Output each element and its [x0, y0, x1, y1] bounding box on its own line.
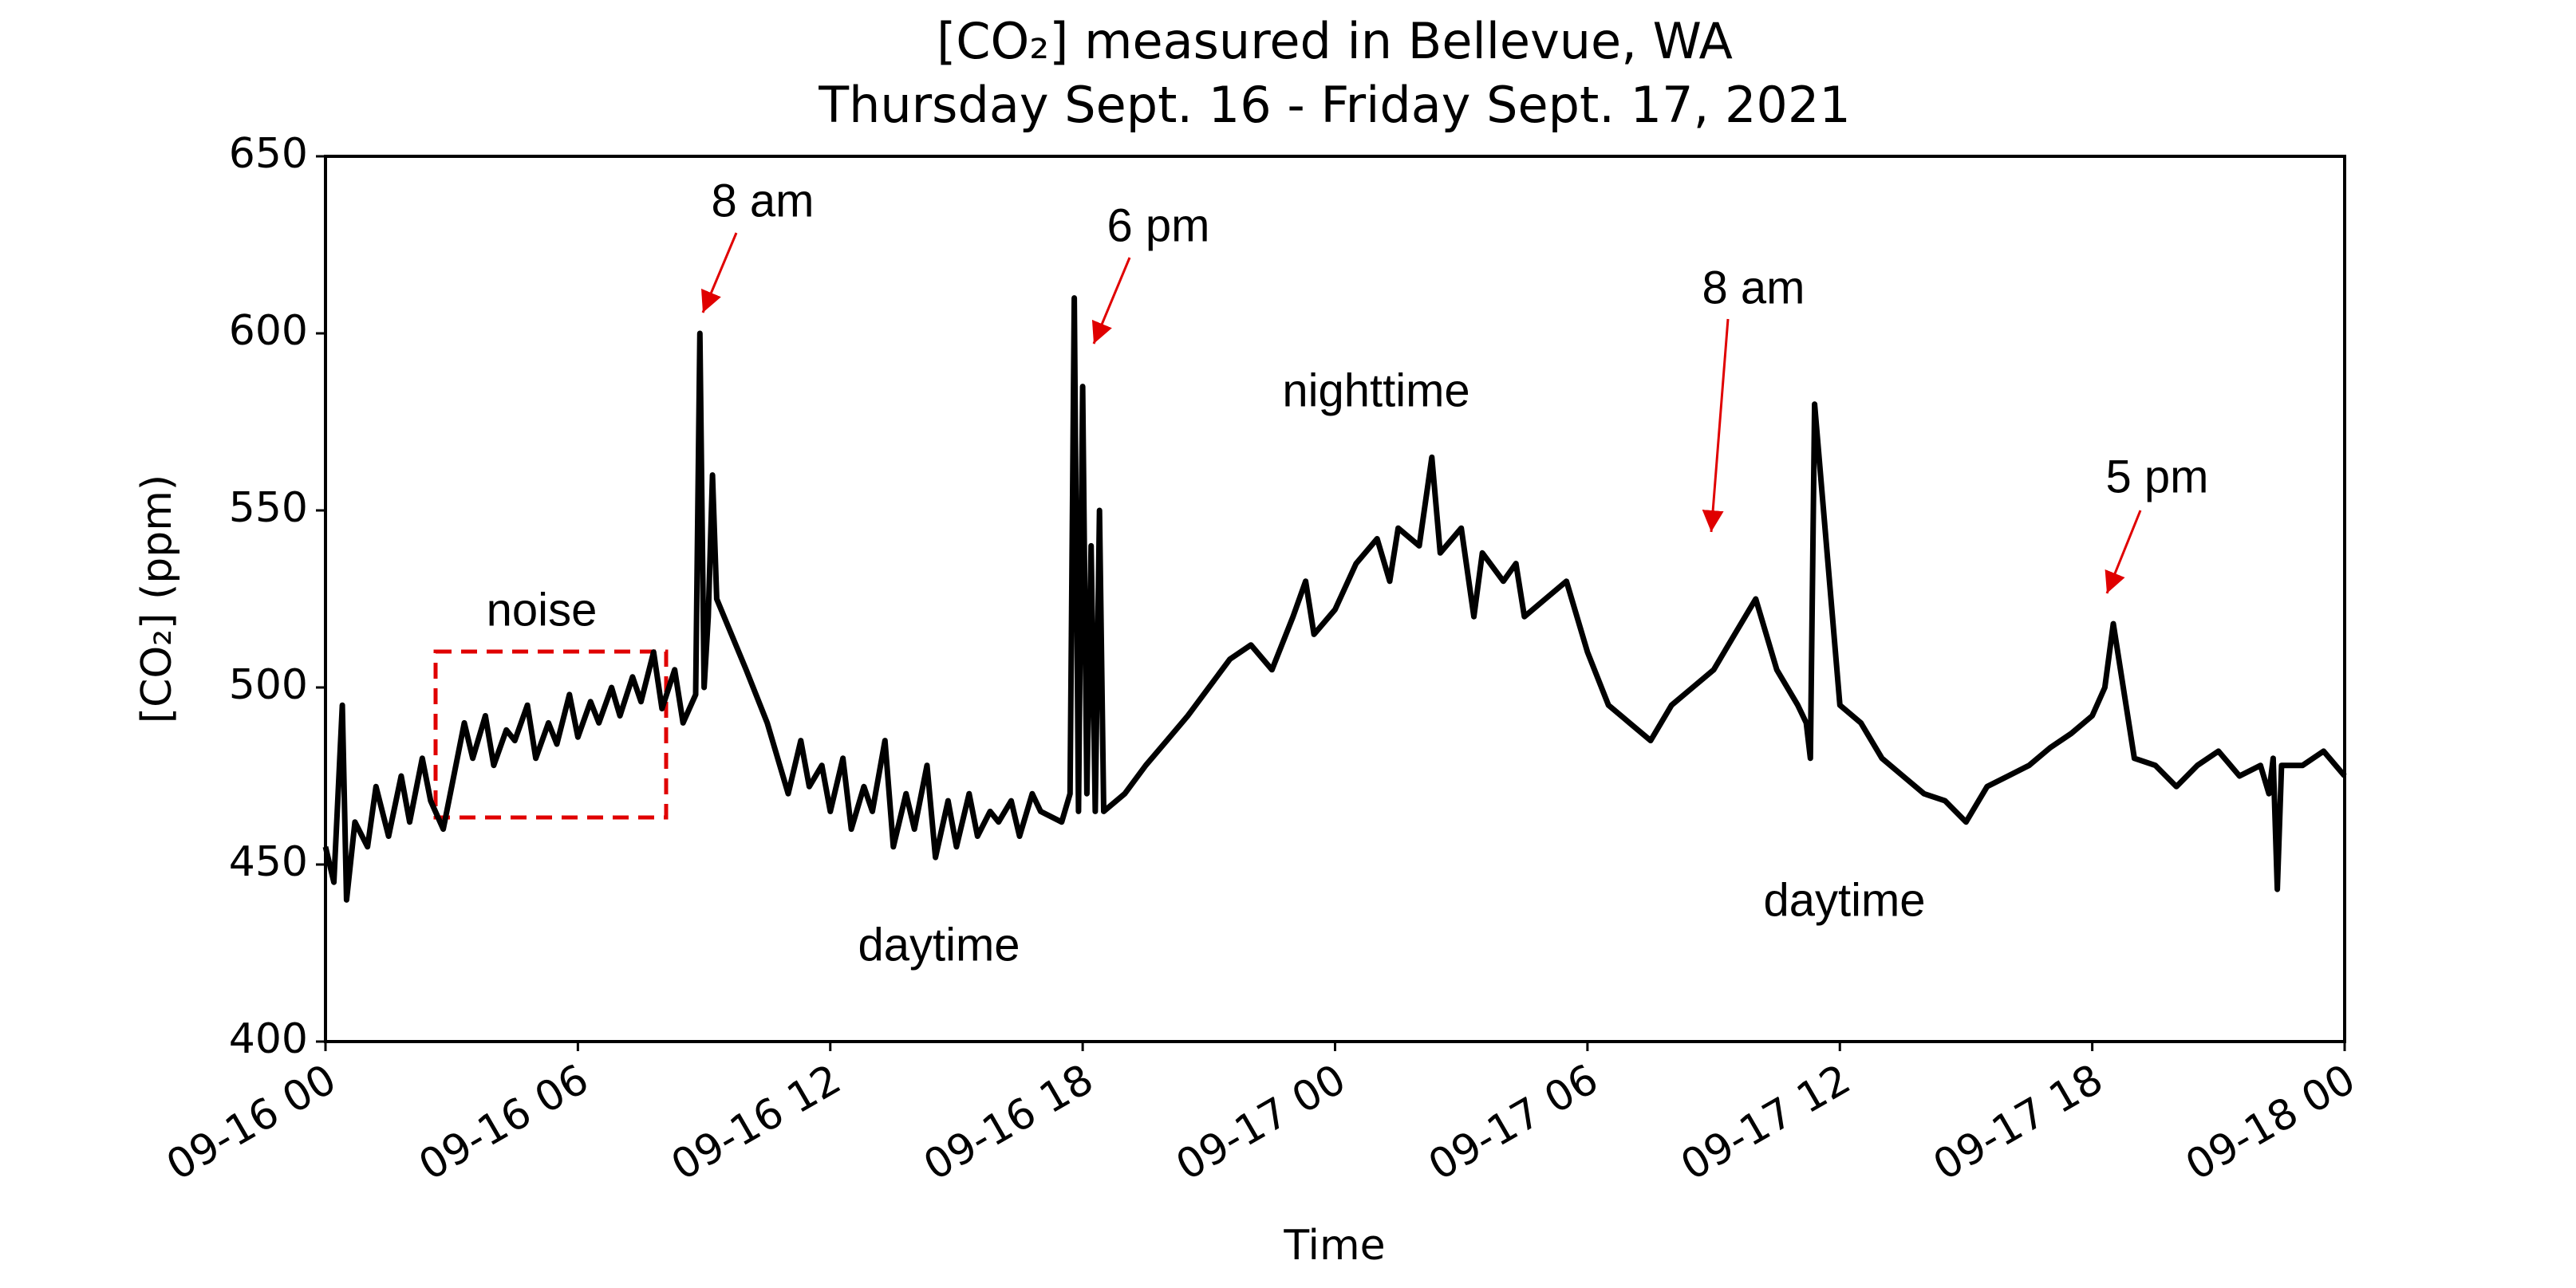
x-tick-label: 09-17 06 — [1421, 1055, 1606, 1190]
annotation: 5 pm — [2106, 451, 2209, 502]
y-tick-label: 400 — [229, 1015, 308, 1063]
y-tick-label: 500 — [229, 661, 308, 709]
arrow — [2105, 510, 2142, 594]
annotation: 8 am — [1702, 262, 1805, 313]
annotation: daytime — [1763, 874, 1925, 926]
x-tick-label: 09-16 18 — [916, 1055, 1101, 1190]
arrows — [701, 232, 2142, 594]
arrow — [701, 232, 738, 313]
y-axis-label: [CO₂] (ppm) — [133, 475, 181, 723]
x-tick-label: 09-17 00 — [1169, 1055, 1354, 1190]
noise-box — [433, 649, 669, 820]
y-tick-label: 650 — [229, 130, 308, 178]
x-tick-label: 09-17 12 — [1673, 1055, 1858, 1190]
plot-frame — [324, 155, 2346, 1043]
x-tick-label: 09-16 12 — [664, 1055, 849, 1190]
y-tick-label: 550 — [229, 484, 308, 532]
annotation: 8 am — [712, 175, 815, 226]
annotation: noise — [487, 584, 598, 636]
y-tick-label: 450 — [229, 838, 308, 886]
co2-line — [322, 295, 2347, 903]
annotation: daytime — [858, 919, 1020, 971]
annotation: 6 pm — [1107, 199, 1210, 251]
x-tick-label: 09-16 06 — [411, 1055, 596, 1190]
x-tick-label: 09-16 00 — [159, 1055, 344, 1190]
y-tick-label: 600 — [229, 307, 308, 355]
chart-title: [CO₂] measured in Bellevue, WA — [937, 12, 1733, 70]
x-tick-label: 09-17 18 — [1926, 1055, 2111, 1190]
chart-subtitle: Thursday Sept. 16 - Friday Sept. 17, 202… — [818, 76, 1851, 134]
annotation: nighttime — [1282, 364, 1469, 416]
arrow — [1091, 257, 1131, 345]
x-axis-label: Time — [1283, 1222, 1385, 1270]
arrow — [1702, 318, 1730, 533]
x-tick-label: 09-18 00 — [2178, 1055, 2363, 1190]
